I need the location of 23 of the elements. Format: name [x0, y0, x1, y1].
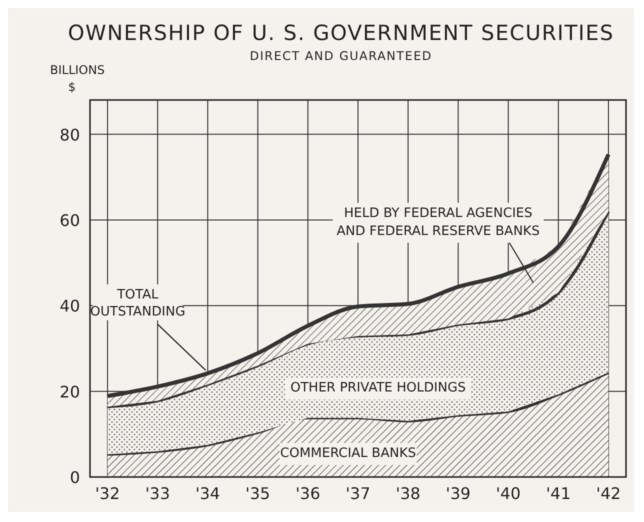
- chart-subtitle: DIRECT AND GUARANTEED: [250, 49, 432, 63]
- y-tick-label: 80: [60, 125, 80, 144]
- x-tick-label: '41: [546, 484, 571, 503]
- x-tick-label: '35: [245, 484, 270, 503]
- x-tick-label: '38: [396, 484, 420, 503]
- series-label: HELD BY FEDERAL AGENCIES AND FEDERAL RESERVE BANKS: [336, 206, 540, 239]
- x-tick-label: '37: [346, 484, 370, 503]
- y-axis-title: BILLIONS $: [50, 63, 105, 94]
- y-tick-label: 60: [60, 210, 80, 230]
- y-tick-label: 20: [60, 382, 80, 402]
- x-tick-label: '39: [446, 484, 471, 503]
- x-tick-label: '42: [596, 484, 621, 503]
- y-tick-label: 0: [70, 468, 80, 487]
- annotation: TOTAL OUTSTANDING: [90, 287, 186, 320]
- x-tick-label: '36: [296, 484, 320, 503]
- series-label: COMMERCIAL BANKS: [280, 446, 416, 461]
- x-tick-label: '34: [195, 484, 220, 503]
- chart-title: OWNERSHIP OF U. S. GOVERNMENT SECURITIES: [68, 21, 614, 45]
- y-tick-label: 40: [60, 296, 80, 316]
- x-tick-label: '32: [95, 484, 120, 503]
- x-tick-label: '33: [145, 484, 170, 503]
- x-tick-label: '40: [496, 484, 521, 503]
- series-label: OTHER PRIVATE HOLDINGS: [290, 380, 466, 396]
